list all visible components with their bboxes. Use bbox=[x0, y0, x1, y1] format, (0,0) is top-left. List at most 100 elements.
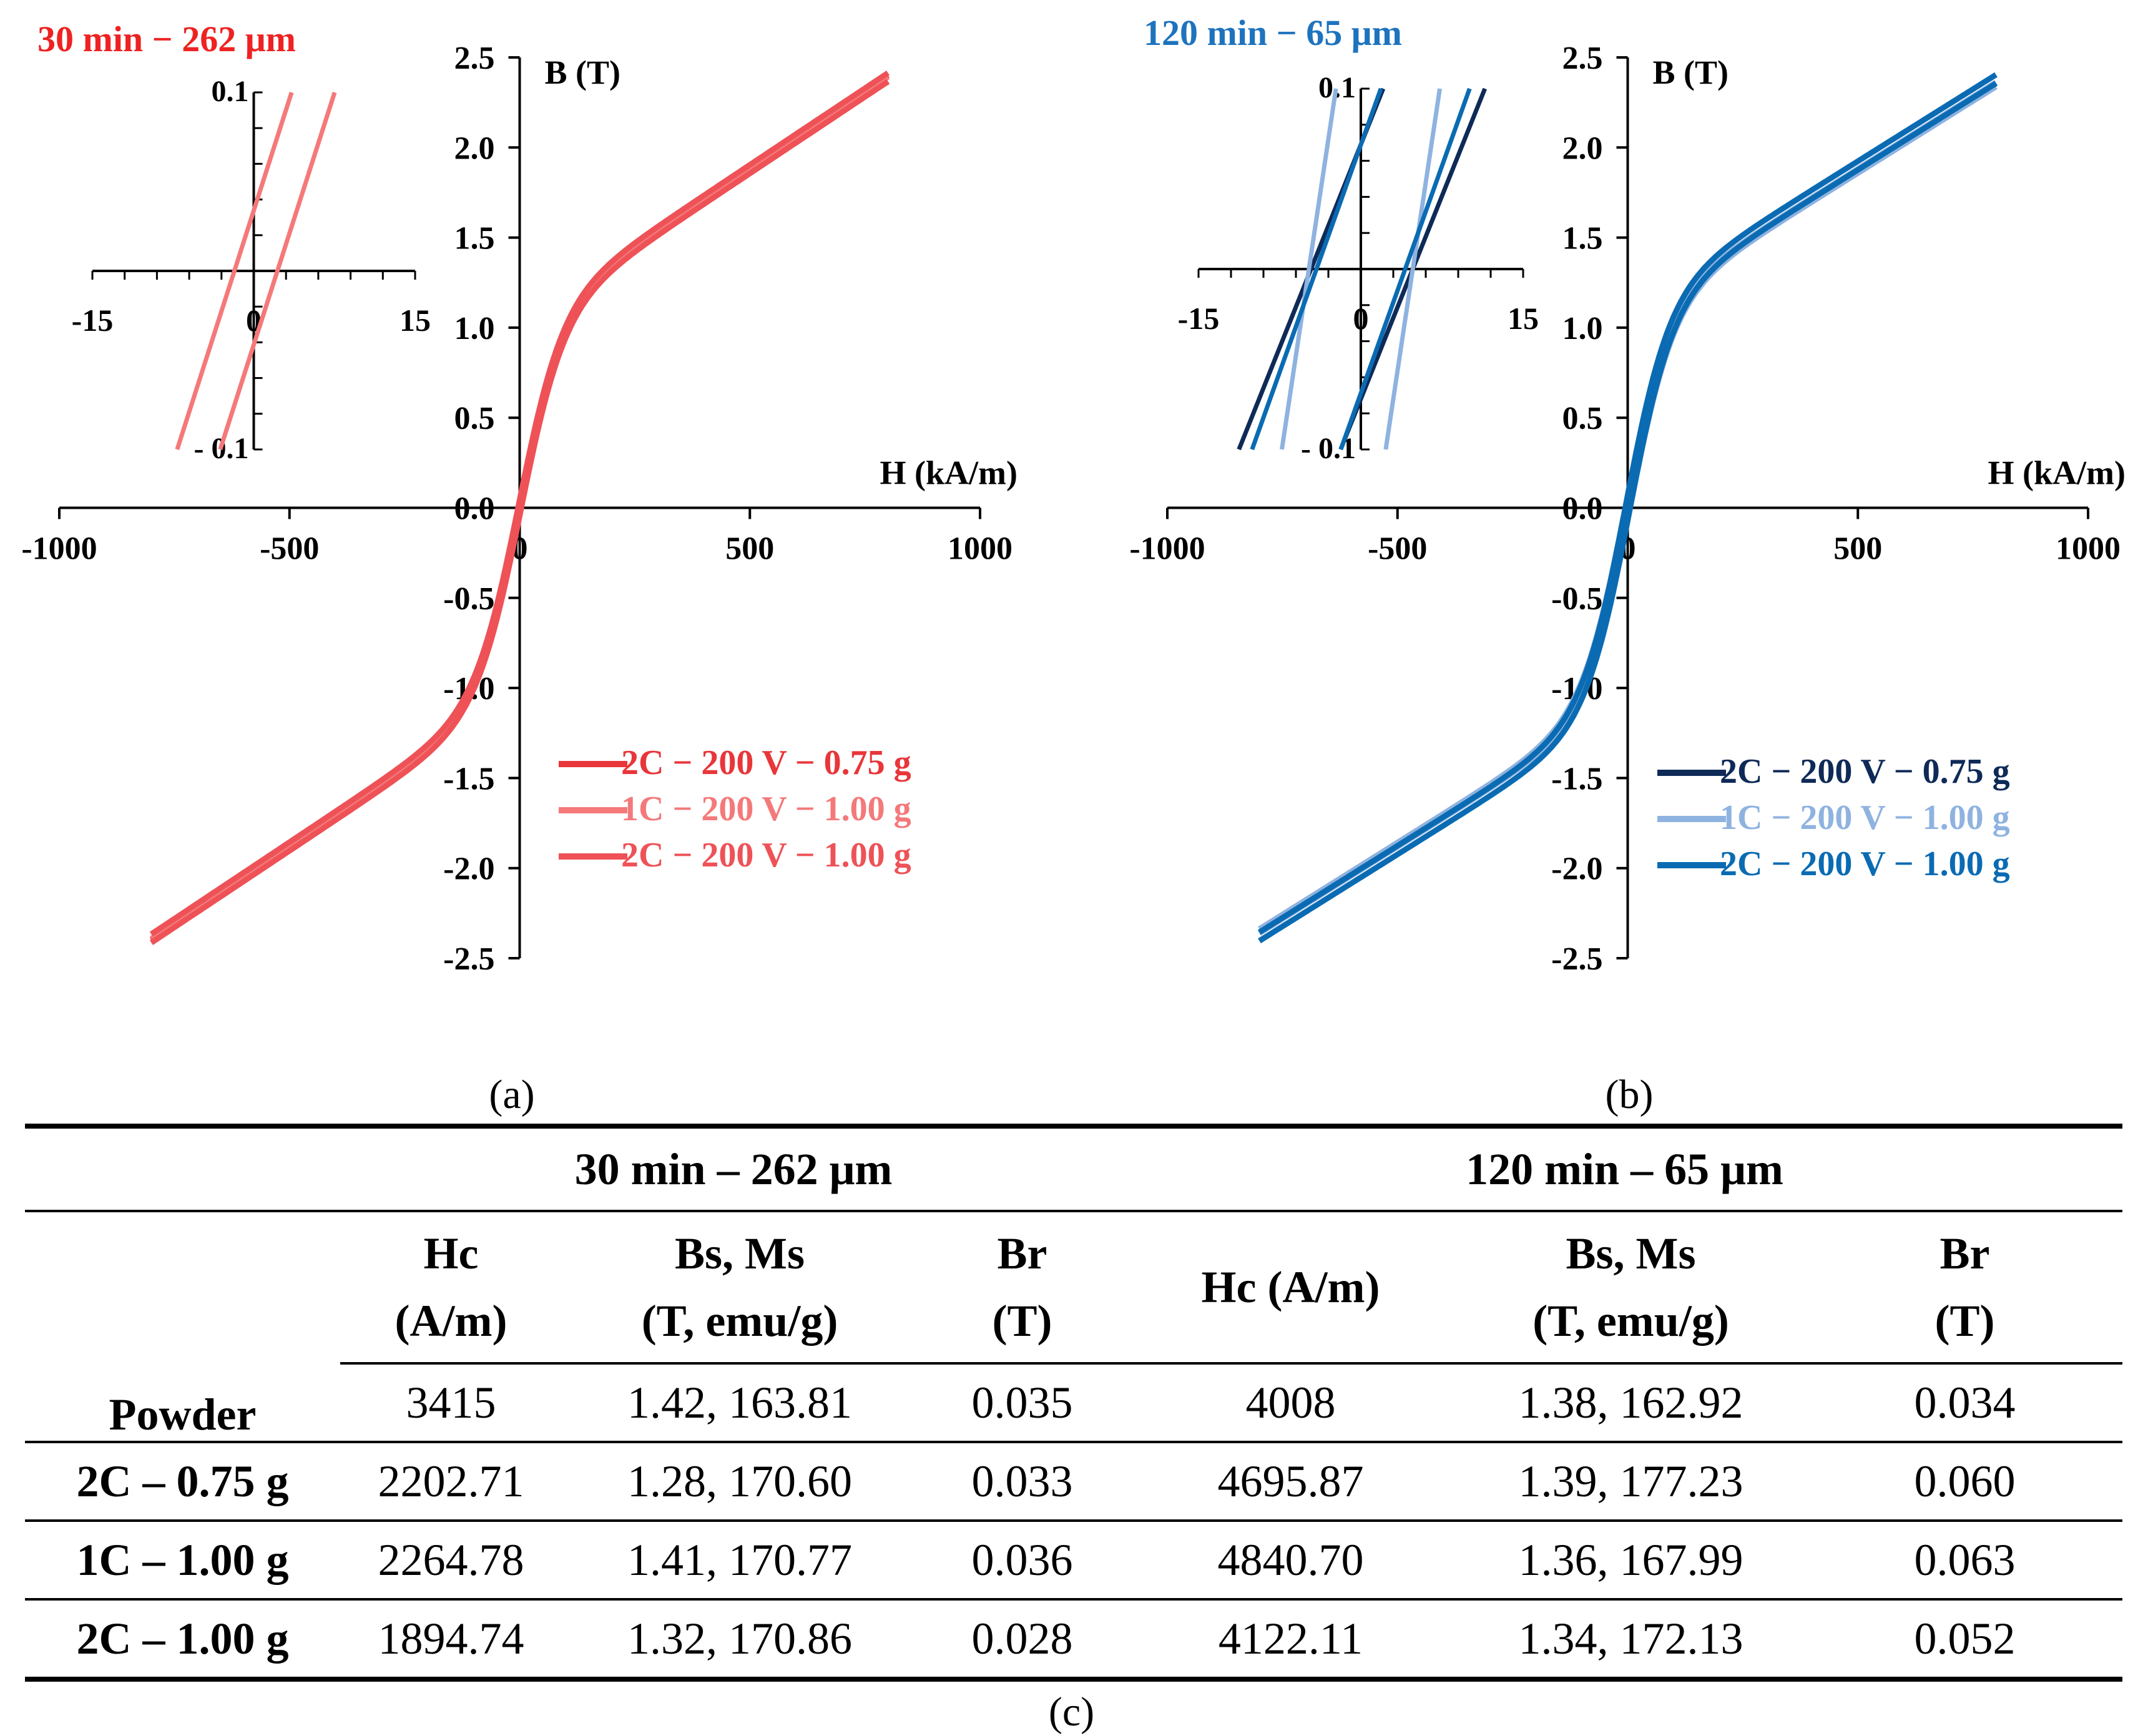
table-cell: 0.034 bbox=[1807, 1362, 2122, 1442]
x-tick-label: -1000 bbox=[1129, 531, 1205, 567]
y-tick-label: 1.0 bbox=[454, 311, 495, 346]
chart-title: 30 min − 262 μm bbox=[37, 19, 296, 59]
row-label: 1C – 1.00 g bbox=[25, 1519, 340, 1599]
table-row: 2C – 0.75 g 2202.71 1.28, 170.60 0.033 4… bbox=[25, 1441, 2122, 1521]
table-cell: 0.060 bbox=[1807, 1441, 2122, 1521]
row-label: Powder bbox=[109, 1390, 257, 1439]
column-header: Br (T) bbox=[1807, 1210, 2122, 1363]
table-row: Powder 3415 1.42, 163.81 0.035 4008 1.38… bbox=[25, 1362, 2122, 1442]
y-axis-label: B (T) bbox=[1653, 54, 1729, 91]
x-tick-label: -500 bbox=[1368, 531, 1427, 567]
table-cell: 1894.74 bbox=[340, 1598, 562, 1682]
table-corner bbox=[25, 1124, 340, 1211]
chart-panel-b: -1000 -500 0 500 1000-2.5-2.0-1.5-1.0-0.50.0… bbox=[1129, 12, 2126, 977]
inset-x-tick-label: 0 bbox=[1353, 301, 1369, 336]
x-axis-label: H (kA/m) bbox=[1988, 454, 2126, 492]
table-cell: 0.035 bbox=[918, 1362, 1127, 1442]
x-tick-label: 1000 bbox=[2056, 531, 2121, 567]
table-cell: 1.38, 162.92 bbox=[1454, 1362, 1807, 1442]
chart-title: 120 min − 65 μm bbox=[1144, 12, 1402, 53]
inset-plot: -15 0 150.1- 0.1 bbox=[72, 75, 431, 465]
legend-entry: 2C − 200 V − 1.00 g bbox=[1720, 845, 2010, 883]
caption-a: (a) bbox=[489, 1072, 535, 1117]
table-cell: 0.036 bbox=[918, 1519, 1127, 1599]
legend-entry: 2C − 200 V − 0.75 g bbox=[1720, 752, 2010, 791]
legend-entry: 2C − 200 V − 0.75 g bbox=[621, 743, 911, 782]
table-cell: 4840.70 bbox=[1127, 1519, 1454, 1599]
y-tick-label: -2.0 bbox=[1551, 851, 1602, 887]
legend: 2C − 200 V − 0.75 g 1C − 200 V − 1.00 g 2C… bbox=[559, 743, 911, 875]
column-header: Br (T) bbox=[918, 1210, 1127, 1363]
series-line bbox=[1258, 72, 1998, 944]
table-cell: 4695.87 bbox=[1127, 1441, 1454, 1521]
chart-panel-a: -1000 -500 0 500 1000-2.5-2.0-1.5-1.0-0.50.0… bbox=[21, 19, 1018, 977]
inset-y-tick-label: 0.1 bbox=[1318, 71, 1356, 104]
table-cell: 0.063 bbox=[1807, 1519, 2122, 1599]
table-cell: 0.033 bbox=[918, 1441, 1127, 1521]
table-cell: 1.36, 167.99 bbox=[1454, 1519, 1807, 1599]
group-header-120min: 120 min – 65 μm bbox=[1127, 1124, 2122, 1211]
table-cell: 1.41, 170.77 bbox=[562, 1519, 918, 1599]
table-cell: 1.32, 170.86 bbox=[562, 1598, 918, 1682]
table-cell: 1.39, 177.23 bbox=[1454, 1441, 1807, 1521]
inset-branch-line bbox=[1383, 88, 1442, 450]
y-tick-label: 0.0 bbox=[454, 491, 495, 527]
inset-branch-line bbox=[1280, 88, 1338, 450]
table-cell: 2202.71 bbox=[340, 1441, 562, 1521]
y-tick-label: 0.5 bbox=[454, 401, 495, 436]
table-cell: 1.42, 163.81 bbox=[562, 1362, 918, 1442]
table-cell: 0.028 bbox=[918, 1598, 1127, 1682]
y-tick-label: -0.5 bbox=[443, 581, 494, 617]
inset-x-tick-label: 15 bbox=[400, 303, 431, 338]
inset-x-tick-label: 15 bbox=[1508, 301, 1539, 336]
inset-branch-line bbox=[1250, 87, 1383, 451]
column-header: Bs, Ms (T, emu/g) bbox=[1454, 1210, 1807, 1363]
table-row: 2C – 1.00 g 1894.74 1.32, 170.86 0.028 4… bbox=[25, 1598, 2122, 1682]
y-tick-label: 2.5 bbox=[454, 41, 495, 76]
y-tick-label: 0.5 bbox=[1562, 401, 1603, 436]
x-tick-label: 500 bbox=[725, 531, 774, 567]
y-tick-label: -1.5 bbox=[1551, 761, 1602, 797]
y-tick-label: -0.5 bbox=[1551, 581, 1602, 617]
y-tick-label: 2.5 bbox=[1562, 41, 1603, 76]
y-tick-label: 0.0 bbox=[1562, 491, 1603, 527]
y-tick-label: -2.5 bbox=[1551, 941, 1602, 977]
y-tick-label: 2.0 bbox=[1562, 130, 1603, 166]
magnetic-properties-table: 30 min – 262 μm 120 min – 65 μm Hc (A/m) … bbox=[25, 1124, 2122, 1682]
x-tick-label: -1000 bbox=[21, 531, 97, 567]
group-header-30min: 30 min – 262 μm bbox=[340, 1124, 1127, 1211]
row-label: 2C – 1.00 g bbox=[25, 1598, 340, 1682]
table-cell: 1.28, 170.60 bbox=[562, 1441, 918, 1521]
column-header: Hc (A/m) bbox=[1127, 1210, 1454, 1363]
table-row: 1C – 1.00 g 2264.78 1.41, 170.77 0.036 4… bbox=[25, 1519, 2122, 1599]
x-tick-label: 500 bbox=[1833, 531, 1882, 567]
y-tick-label: 1.5 bbox=[454, 221, 495, 257]
table-cell: 3415 bbox=[340, 1362, 562, 1442]
y-tick-label: -2.5 bbox=[443, 941, 494, 977]
legend-entry: 1C − 200 V − 1.00 g bbox=[621, 790, 911, 828]
legend: 2C − 200 V − 0.75 g 1C − 200 V − 1.00 g 2C… bbox=[1657, 752, 2010, 883]
inset-branch-line bbox=[1338, 87, 1472, 451]
x-tick-label: 1000 bbox=[948, 531, 1013, 567]
y-tick-label: -2.0 bbox=[443, 851, 494, 887]
inset-branch-line bbox=[175, 91, 294, 451]
table-cell: 1.34, 172.13 bbox=[1454, 1598, 1807, 1682]
inset-plot: -15 0 150.1- 0.1 bbox=[1178, 71, 1539, 465]
inset-y-tick-label: 0.1 bbox=[212, 75, 249, 108]
row-label: 2C – 0.75 g bbox=[25, 1441, 340, 1521]
column-header-blank bbox=[25, 1210, 340, 1363]
hysteresis-figure: -1000 -500 0 500 1000-2.5-2.0-1.5-1.0-0.50.0… bbox=[21, 12, 2126, 977]
inset-branch-line bbox=[218, 91, 337, 451]
caption-c: (c) bbox=[1048, 1689, 1095, 1735]
y-tick-label: 1.0 bbox=[1562, 311, 1603, 346]
table-cell: 2264.78 bbox=[340, 1519, 562, 1599]
column-header: Bs, Ms (T, emu/g) bbox=[562, 1210, 918, 1363]
table-cell: 4008 bbox=[1127, 1362, 1454, 1442]
y-tick-label: 1.5 bbox=[1562, 221, 1603, 257]
y-axis-label: B (T) bbox=[545, 54, 621, 91]
inset-x-tick-label: -15 bbox=[72, 303, 114, 338]
table-cell: 4122.11 bbox=[1127, 1598, 1454, 1682]
caption-b: (b) bbox=[1605, 1072, 1654, 1117]
y-tick-label: 2.0 bbox=[454, 130, 495, 166]
column-header: Hc (A/m) bbox=[340, 1210, 562, 1363]
